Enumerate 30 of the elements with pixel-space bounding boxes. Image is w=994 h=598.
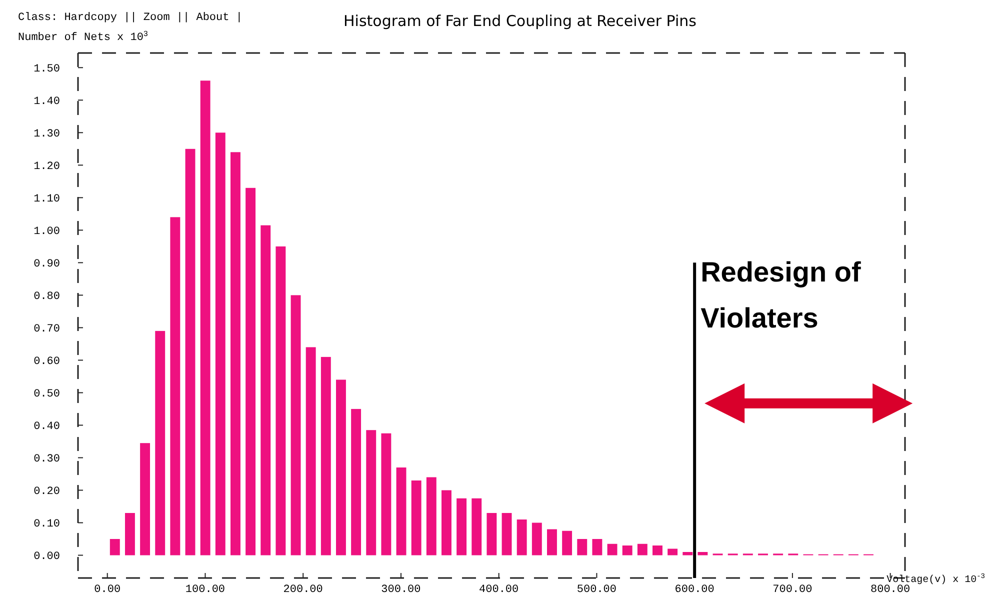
chart-title: Histogram of Far End Coupling at Receiver Pins (344, 12, 697, 30)
x-tick-label: 700.00 (772, 584, 812, 596)
y-tick-label: 0.50 (34, 388, 60, 401)
y-tick-label: 0.10 (34, 518, 60, 531)
y-tick-label: 0.40 (34, 421, 60, 434)
x-tick-label: 600.00 (674, 584, 714, 596)
y-tick-label: 0.20 (34, 486, 60, 498)
y-tick-label: 1.40 (34, 96, 60, 108)
x-tick-label: 200.00 (283, 584, 323, 596)
y-tick-label: 0.30 (34, 454, 60, 466)
y-axis-title: Number of Nets x 10$^{3}$ (18, 30, 148, 44)
x-tick-label: 500.00 (576, 584, 617, 596)
x-tick-label: 0.00 (94, 584, 121, 596)
y-tick-label: 1.30 (34, 128, 60, 140)
x-tick-label: 300.00 (381, 584, 421, 596)
y-tick-label: 0.70 (34, 324, 60, 336)
y-tick-label: 1.50 (34, 63, 60, 76)
y-tick-label: 0.60 (34, 356, 60, 368)
annotation: Redesign of Violaters (700, 256, 862, 334)
x-axis-title: Voltage(v) x 10$^{-3}$ (886, 573, 985, 586)
y-tick-label: 0.00 (34, 551, 60, 564)
x-tick-label: 100.00 (185, 584, 226, 596)
y-tick-label: 1.20 (34, 161, 60, 173)
x-tick-label: 800.00 (870, 584, 910, 596)
y-tick-label: 1.00 (34, 226, 60, 238)
x-tick-label: 400.00 (479, 584, 519, 596)
y-tick-label: 0.90 (34, 258, 60, 271)
y-tick-label: 1.10 (34, 194, 60, 206)
y-tick-label: 0.80 (34, 291, 60, 304)
text: Class: Hardcopy || Zoom || About | (18, 12, 242, 24)
